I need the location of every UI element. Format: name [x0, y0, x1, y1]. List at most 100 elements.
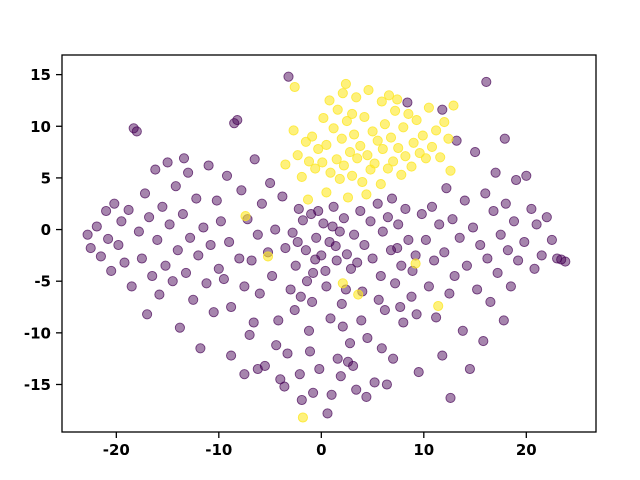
data-point — [403, 234, 414, 245]
data-point — [396, 169, 407, 180]
data-point — [215, 216, 226, 227]
data-point — [310, 254, 321, 265]
data-point — [482, 253, 493, 264]
data-point — [388, 156, 399, 167]
data-point — [326, 389, 337, 400]
data-point — [240, 211, 251, 222]
data-point — [375, 270, 386, 282]
data-point — [295, 291, 306, 302]
data-point — [349, 129, 360, 140]
data-point — [334, 173, 345, 184]
data-point — [313, 143, 324, 155]
data-point — [361, 391, 372, 402]
data-point — [393, 219, 404, 230]
data-point — [293, 203, 304, 214]
data-point — [531, 219, 542, 230]
data-point — [373, 294, 384, 305]
data-point — [320, 265, 331, 276]
data-point — [321, 139, 332, 150]
data-point — [337, 321, 348, 332]
data-point — [330, 241, 341, 252]
data-point — [449, 270, 460, 282]
data-point — [301, 276, 313, 287]
data-point — [183, 167, 194, 178]
data-point — [398, 122, 409, 133]
data-point — [289, 81, 300, 93]
data-point — [256, 198, 267, 209]
data-point — [246, 255, 257, 266]
data-point — [431, 125, 442, 136]
data-point — [131, 126, 142, 137]
data-point — [254, 288, 265, 299]
series-class-1-yellow — [240, 78, 459, 423]
data-point — [142, 309, 153, 320]
data-point — [385, 245, 397, 256]
data-point — [541, 212, 552, 223]
data-point — [467, 222, 479, 233]
data-point — [336, 298, 347, 309]
data-point — [297, 412, 308, 423]
x-axis-tick-label: 10 — [413, 441, 434, 459]
data-point — [109, 198, 120, 209]
data-point — [392, 94, 403, 105]
data-point — [411, 115, 422, 126]
data-point — [308, 387, 319, 398]
data-point — [289, 305, 300, 316]
data-point — [311, 232, 322, 243]
data-point — [157, 201, 168, 212]
data-point — [280, 243, 291, 254]
data-point — [304, 346, 316, 357]
data-point — [334, 226, 345, 237]
data-point — [213, 263, 224, 274]
data-point — [376, 96, 387, 107]
data-point — [390, 105, 401, 116]
data-point — [239, 281, 250, 292]
data-point — [413, 367, 424, 378]
data-point — [308, 267, 319, 278]
data-point — [85, 243, 96, 254]
data-point — [337, 88, 348, 99]
data-point — [379, 305, 390, 316]
data-point — [103, 233, 114, 244]
data-point — [441, 183, 452, 194]
data-point — [279, 381, 290, 392]
data-point — [359, 111, 370, 123]
data-point — [459, 195, 470, 206]
data-point — [363, 85, 374, 96]
data-point — [529, 263, 540, 274]
data-point — [280, 159, 291, 170]
data-point — [435, 152, 446, 163]
data-point — [400, 203, 411, 214]
data-point — [292, 150, 303, 161]
data-point — [369, 377, 380, 388]
data-point — [396, 260, 407, 271]
y-axis-tick-label: 10 — [30, 118, 51, 136]
data-point — [147, 270, 158, 282]
data-point — [398, 317, 409, 328]
data-point — [325, 167, 336, 178]
data-point — [499, 133, 510, 144]
data-point — [444, 288, 455, 299]
data-point — [478, 336, 489, 347]
data-point — [336, 133, 347, 144]
data-point — [367, 126, 378, 137]
data-point — [123, 204, 134, 215]
data-point — [273, 315, 284, 326]
x-axis-tick-label: 0 — [316, 441, 326, 459]
data-point — [205, 239, 216, 251]
data-point — [249, 154, 260, 165]
data-point — [454, 232, 465, 243]
data-point — [383, 90, 395, 101]
data-point — [150, 164, 161, 175]
y-axis-tick-label: -10 — [24, 324, 51, 342]
data-point — [294, 369, 305, 380]
data-point — [232, 115, 243, 126]
data-point — [234, 253, 245, 264]
data-point — [310, 163, 321, 174]
data-point — [297, 215, 308, 226]
data-point — [211, 195, 222, 206]
data-point — [511, 174, 522, 186]
data-point — [347, 170, 358, 181]
data-point — [342, 356, 354, 367]
